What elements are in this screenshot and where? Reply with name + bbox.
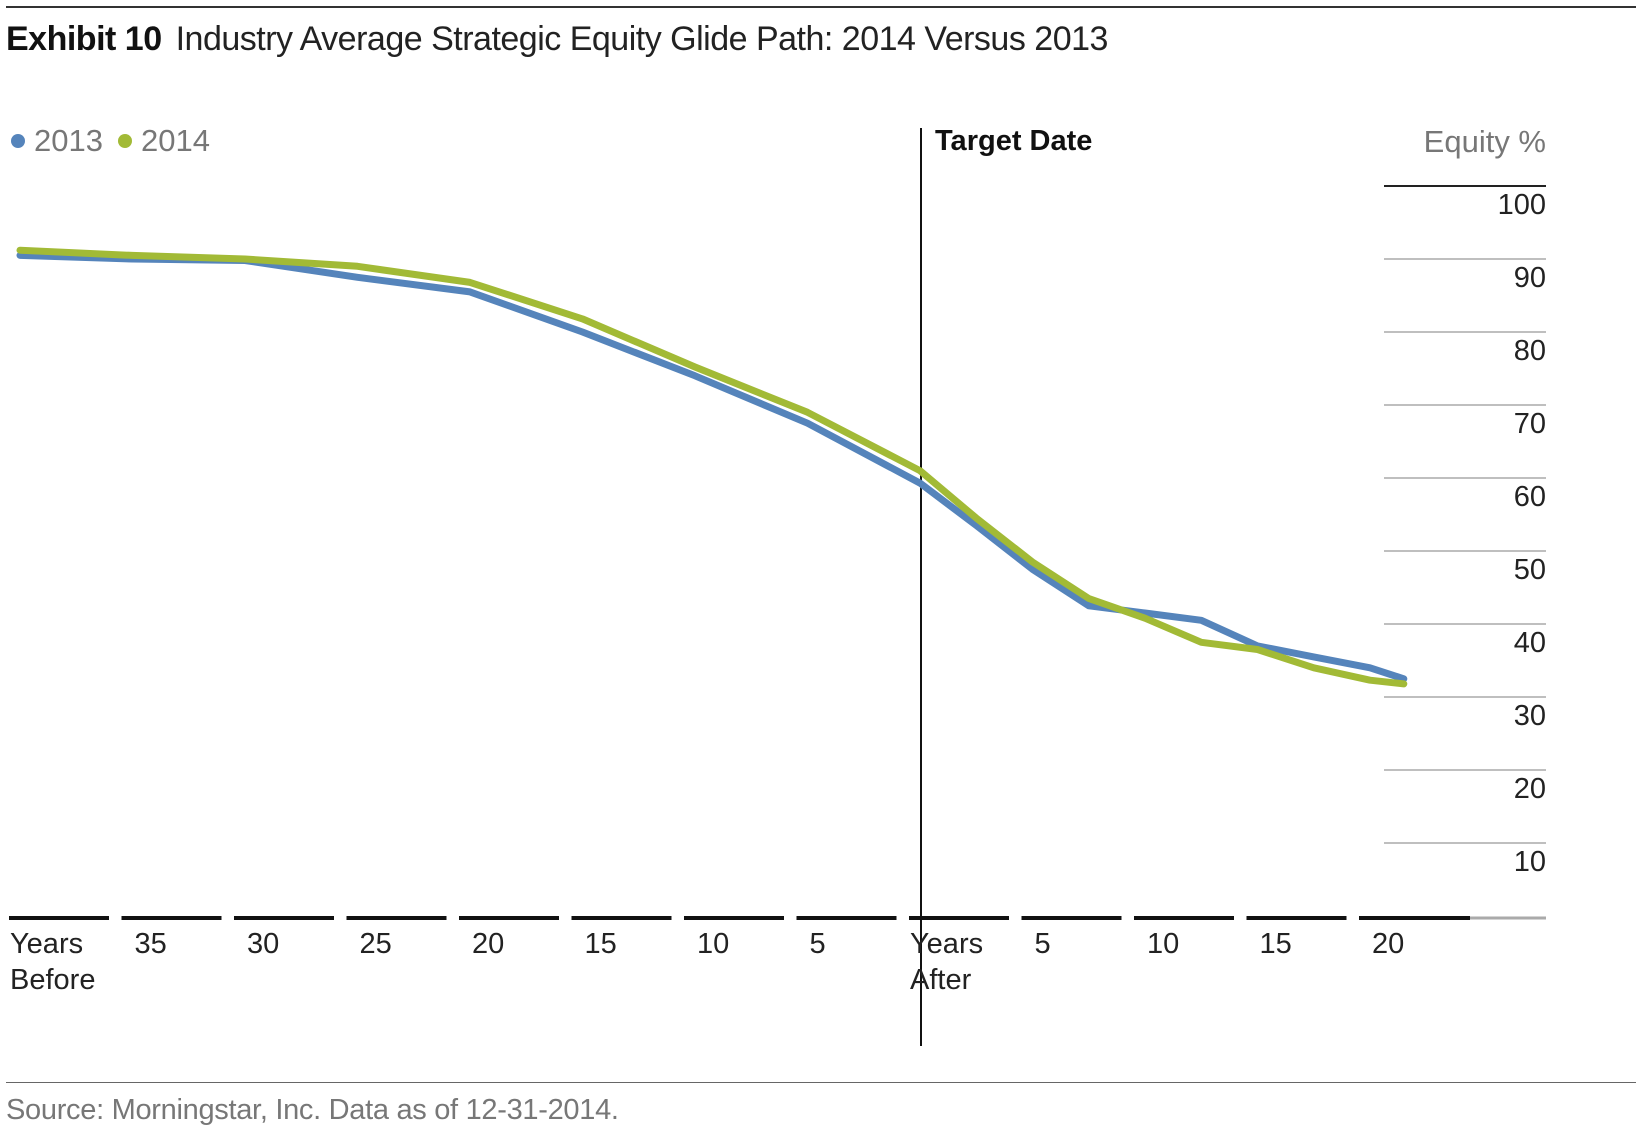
label-layer: Equity % 10 20 30 40 50 60 70 80 90 100 Years Before…	[10, 124, 1546, 996]
x-tick-label-11: 15	[1260, 928, 1292, 960]
x-tick-label-3: 25	[360, 928, 392, 960]
y-tick-label-40: 40	[1514, 627, 1546, 659]
x-tick-label-12: 20	[1372, 928, 1404, 960]
x-tick-label-0-line1: Before	[10, 964, 95, 996]
x-tick-label-9: 5	[1035, 928, 1051, 960]
x-tick-label-0-line0: Years	[10, 928, 83, 960]
legend-marker-2014	[118, 134, 132, 148]
x-tick-label-8-line0: Years	[910, 928, 983, 960]
x-tick-label-8-line1: After	[910, 964, 972, 996]
y-tick-label-100: 100	[1498, 189, 1546, 221]
x-tick-label-7: 5	[810, 928, 826, 960]
x-tick-label-6: 10	[697, 928, 729, 960]
series-line-2013	[16, 251, 1408, 683]
series-line-2014	[16, 246, 1408, 688]
source-note: Source: Morningstar, Inc. Data as of 12-…	[6, 1094, 619, 1126]
legend-label-2013: 2013	[34, 123, 103, 158]
x-tick-label-10: 10	[1147, 928, 1179, 960]
legend-marker-2013	[11, 134, 25, 148]
grid-layer	[1384, 185, 1546, 920]
y-tick-label-80: 80	[1514, 335, 1546, 367]
target-date-label: Target Date	[935, 125, 1092, 157]
x-tick-label-2: 30	[247, 928, 279, 960]
y-tick-label-60: 60	[1514, 481, 1546, 513]
exhibit-title: Exhibit 10 Industry Average Strategic Equ…	[6, 20, 1108, 59]
top-rule	[6, 6, 1636, 8]
series-layer	[16, 246, 1408, 688]
glide-path-chart: 2013 2014 Equity % 10 20 30 40 50 60 70 80 90 100 Ye…	[9, 123, 1546, 1046]
y-tick-label-70: 70	[1514, 408, 1546, 440]
y-tick-label-90: 90	[1514, 262, 1546, 294]
axis-layer	[9, 128, 1470, 1046]
y-tick-label-20: 20	[1514, 773, 1546, 805]
bottom-rule	[6, 1082, 1636, 1083]
y-tick-label-10: 10	[1514, 846, 1546, 878]
y-tick-label-50: 50	[1514, 554, 1546, 586]
y-axis-title: Equity %	[1424, 124, 1546, 159]
x-tick-label-1: 35	[135, 928, 167, 960]
exhibit-title-text: Industry Average Strategic Equity Glide …	[175, 20, 1109, 58]
x-tick-label-5: 15	[585, 928, 617, 960]
y-tick-label-30: 30	[1514, 700, 1546, 732]
exhibit-label: Exhibit 10	[6, 20, 162, 58]
legend-layer: 2013 2014	[11, 123, 210, 158]
x-tick-label-4: 20	[472, 928, 504, 960]
legend-label-2014: 2014	[141, 123, 210, 158]
